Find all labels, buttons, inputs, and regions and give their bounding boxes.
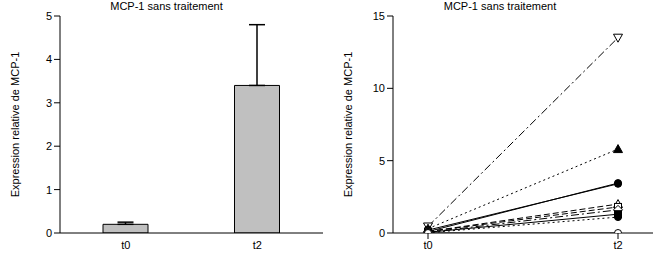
svg-text:Expression relative de MCP-1: Expression relative de MCP-1 <box>342 52 354 198</box>
svg-text:0: 0 <box>379 227 385 239</box>
html-text:MCP-1 sans traitement: MCP-1 sans traitement <box>443 0 557 12</box>
svg-text:t0: t0 <box>423 239 432 251</box>
svg-text:5: 5 <box>46 10 52 22</box>
svg-text:0: 0 <box>46 227 52 239</box>
svg-text:t2: t2 <box>253 239 262 251</box>
svg-text:4: 4 <box>46 53 52 65</box>
svg-text:1: 1 <box>46 184 52 196</box>
svg-text:t0: t0 <box>121 239 130 251</box>
svg-text:Expression relative de MCP-1: Expression relative de MCP-1 <box>9 52 21 198</box>
svg-text:t2: t2 <box>613 239 622 251</box>
svg-text:15: 15 <box>373 10 385 22</box>
html-text:MCP-1 sans traitement: MCP-1 sans traitement <box>110 0 223 12</box>
svg-text:2: 2 <box>46 140 52 152</box>
svg-text:10: 10 <box>373 82 385 94</box>
svg-text:3: 3 <box>46 97 52 109</box>
svg-text:5: 5 <box>379 155 385 167</box>
